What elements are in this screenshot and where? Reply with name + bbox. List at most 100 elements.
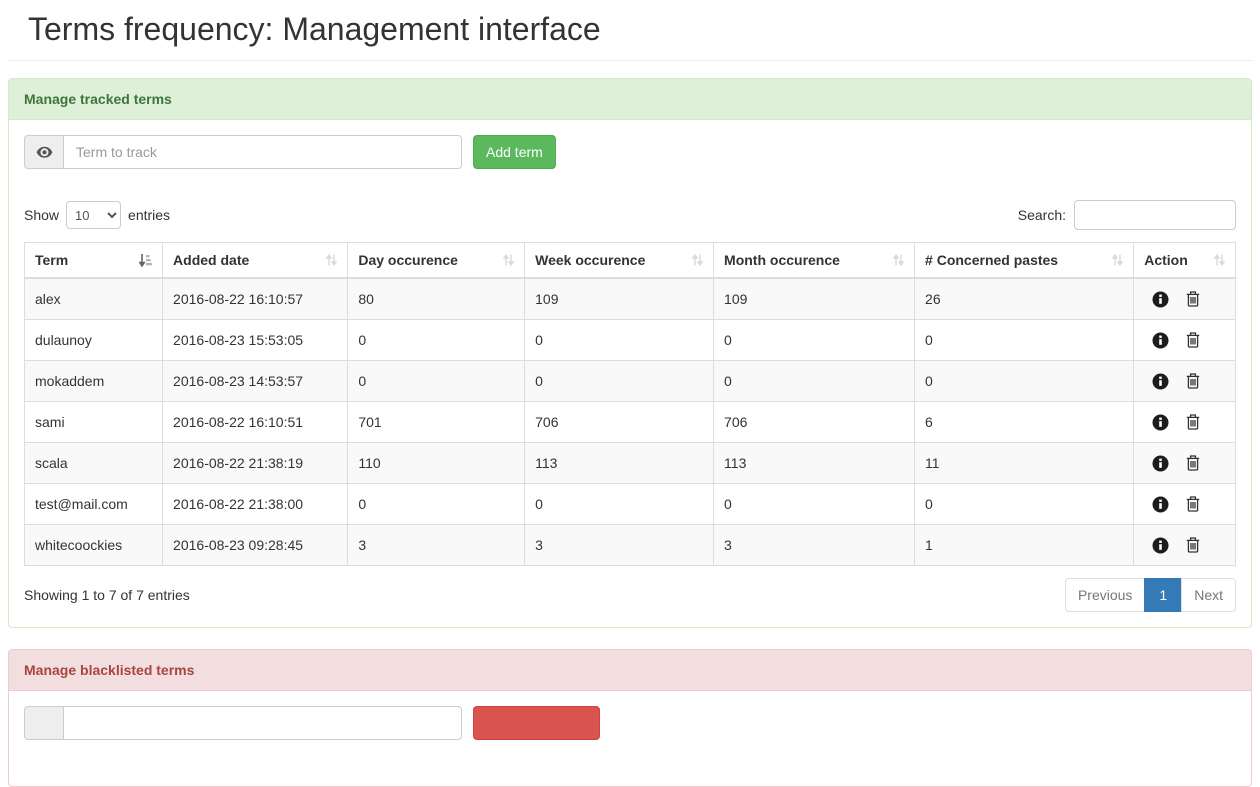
term-input-group xyxy=(24,135,462,169)
column-header-day-occurence[interactable]: Day occurence xyxy=(347,242,526,279)
cell-added_date: 2016-08-23 14:53:57 xyxy=(162,360,349,402)
cell-term: dulaunoy xyxy=(23,319,164,361)
pagination-page-1-button[interactable]: 1 xyxy=(1144,578,1183,612)
table-row: alex 2016-08-22 16:10:57 80 109 109 26 xyxy=(23,277,1236,320)
cell-month: 0 xyxy=(713,360,916,402)
sort-icon[interactable] xyxy=(692,253,704,267)
column-header-label: Action xyxy=(1144,252,1188,268)
title-divider xyxy=(8,60,1252,61)
cell-month: 3 xyxy=(713,524,916,566)
info-icon[interactable] xyxy=(1152,373,1169,390)
cell-pastes: 0 xyxy=(914,360,1135,402)
cell-day: 80 xyxy=(347,277,526,320)
column-header-action[interactable]: Action xyxy=(1133,242,1236,279)
cell-day: 0 xyxy=(347,360,526,402)
entries-length-select[interactable]: 10 xyxy=(66,201,122,229)
entries-label: entries xyxy=(128,207,171,223)
search-input[interactable] xyxy=(1074,200,1236,230)
cell-action xyxy=(1133,524,1236,566)
cell-action xyxy=(1133,319,1236,361)
column-header-label: Week occurence xyxy=(535,252,646,268)
page: Terms frequency: Management interface Ma… xyxy=(0,11,1260,787)
blacklist-term-button[interactable] xyxy=(473,706,600,740)
eye-icon xyxy=(24,135,63,169)
blacklisted-terms-panel: Manage blacklisted terms xyxy=(8,649,1252,787)
pagination-next-button[interactable]: Next xyxy=(1181,578,1236,612)
sort-asc-icon[interactable] xyxy=(139,253,153,267)
tracked-terms-panel-header: Manage tracked terms xyxy=(9,79,1251,120)
show-label: Show xyxy=(24,207,60,223)
cell-pastes: 0 xyxy=(914,319,1135,361)
info-icon[interactable] xyxy=(1152,496,1169,513)
cell-added_date: 2016-08-22 21:38:19 xyxy=(162,442,349,484)
cell-day: 110 xyxy=(347,442,526,484)
blacklisted-terms-panel-header: Manage blacklisted terms xyxy=(9,650,1251,691)
table-row: test@mail.com 2016-08-22 21:38:00 0 0 0 0 xyxy=(23,483,1236,525)
info-icon[interactable] xyxy=(1152,332,1169,349)
cell-action xyxy=(1133,360,1236,402)
cell-week: 0 xyxy=(524,360,715,402)
add-term-button[interactable]: Add term xyxy=(473,135,556,169)
trash-icon[interactable] xyxy=(1186,537,1200,554)
cell-week: 706 xyxy=(524,401,715,443)
column-header-label: Day occurence xyxy=(358,252,458,268)
column-header--concerned-pastes[interactable]: # Concerned pastes xyxy=(914,242,1135,279)
trash-icon[interactable] xyxy=(1186,496,1200,513)
cell-day: 0 xyxy=(347,319,526,361)
column-header-label: # Concerned pastes xyxy=(925,252,1059,268)
search-control: Search: xyxy=(1018,200,1236,230)
tracked-terms-table: Term Added date Day occurence Week occurenc… xyxy=(23,242,1236,566)
trash-icon[interactable] xyxy=(1186,373,1200,390)
table-row: dulaunoy 2016-08-23 15:53:05 0 0 0 0 xyxy=(23,319,1236,361)
sort-icon[interactable] xyxy=(326,253,338,267)
sort-icon[interactable] xyxy=(503,253,515,267)
column-header-label: Month occurence xyxy=(724,252,840,268)
column-header-added-date[interactable]: Added date xyxy=(162,242,349,279)
table-row: sami 2016-08-22 16:10:51 701 706 706 6 xyxy=(23,401,1236,443)
info-icon[interactable] xyxy=(1152,537,1169,554)
trash-icon[interactable] xyxy=(1186,414,1200,431)
page-title: Terms frequency: Management interface xyxy=(28,11,601,47)
add-term-row: Add term xyxy=(24,135,1236,169)
cell-action xyxy=(1133,483,1236,525)
cell-month: 0 xyxy=(713,319,916,361)
cell-week: 0 xyxy=(524,319,715,361)
cell-pastes: 26 xyxy=(914,277,1135,320)
pagination-previous-button[interactable]: Previous xyxy=(1064,578,1146,612)
cell-action xyxy=(1133,401,1236,443)
tracked-terms-panel: Manage tracked terms Add term Show xyxy=(8,78,1252,628)
blacklist-addon-icon xyxy=(24,706,63,740)
tracked-terms-panel-body: Add term Show 10 entries Search: TermAdd… xyxy=(9,120,1251,627)
cell-week: 113 xyxy=(524,442,715,484)
info-icon[interactable] xyxy=(1152,414,1169,431)
sort-icon[interactable] xyxy=(1112,253,1124,267)
term-to-track-input[interactable] xyxy=(63,135,462,169)
pagination: Previous 1 Next xyxy=(1064,578,1236,612)
trash-icon[interactable] xyxy=(1186,455,1200,472)
add-blacklist-row xyxy=(24,706,1236,740)
cell-month: 113 xyxy=(713,442,916,484)
cell-month: 109 xyxy=(713,277,916,320)
cell-action xyxy=(1133,277,1236,320)
cell-added_date: 2016-08-22 16:10:51 xyxy=(162,401,349,443)
table-row: scala 2016-08-22 21:38:19 110 113 113 11 xyxy=(23,442,1236,484)
sort-icon[interactable] xyxy=(893,253,905,267)
cell-day: 0 xyxy=(347,483,526,525)
sort-icon[interactable] xyxy=(1214,253,1225,267)
entries-length-control: Show 10 entries xyxy=(24,201,170,229)
column-header-term[interactable]: Term xyxy=(23,242,164,279)
term-to-blacklist-input[interactable] xyxy=(63,706,462,740)
column-header-week-occurence[interactable]: Week occurence xyxy=(524,242,715,279)
cell-added_date: 2016-08-23 09:28:45 xyxy=(162,524,349,566)
column-header-month-occurence[interactable]: Month occurence xyxy=(713,242,916,279)
cell-added_date: 2016-08-22 21:38:00 xyxy=(162,483,349,525)
table-header-row: Term Added date Day occurence Week occurenc… xyxy=(23,242,1236,279)
cell-added_date: 2016-08-22 16:10:57 xyxy=(162,277,349,320)
trash-icon[interactable] xyxy=(1186,332,1200,349)
info-icon[interactable] xyxy=(1152,455,1169,472)
trash-icon[interactable] xyxy=(1186,291,1200,308)
cell-term: whitecoockies xyxy=(23,524,164,566)
info-icon[interactable] xyxy=(1152,291,1169,308)
table-footer: Showing 1 to 7 of 7 entries Previous 1 N… xyxy=(24,578,1236,612)
cell-pastes: 1 xyxy=(914,524,1135,566)
